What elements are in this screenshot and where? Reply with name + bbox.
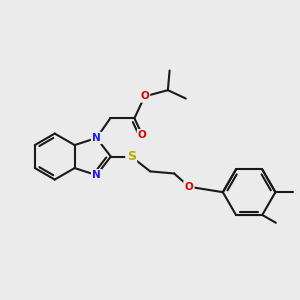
Text: S: S [127,150,136,163]
Text: N: N [92,170,101,180]
Text: N: N [92,133,101,143]
Text: O: O [138,130,147,140]
Text: O: O [140,92,149,101]
Text: O: O [184,182,193,192]
